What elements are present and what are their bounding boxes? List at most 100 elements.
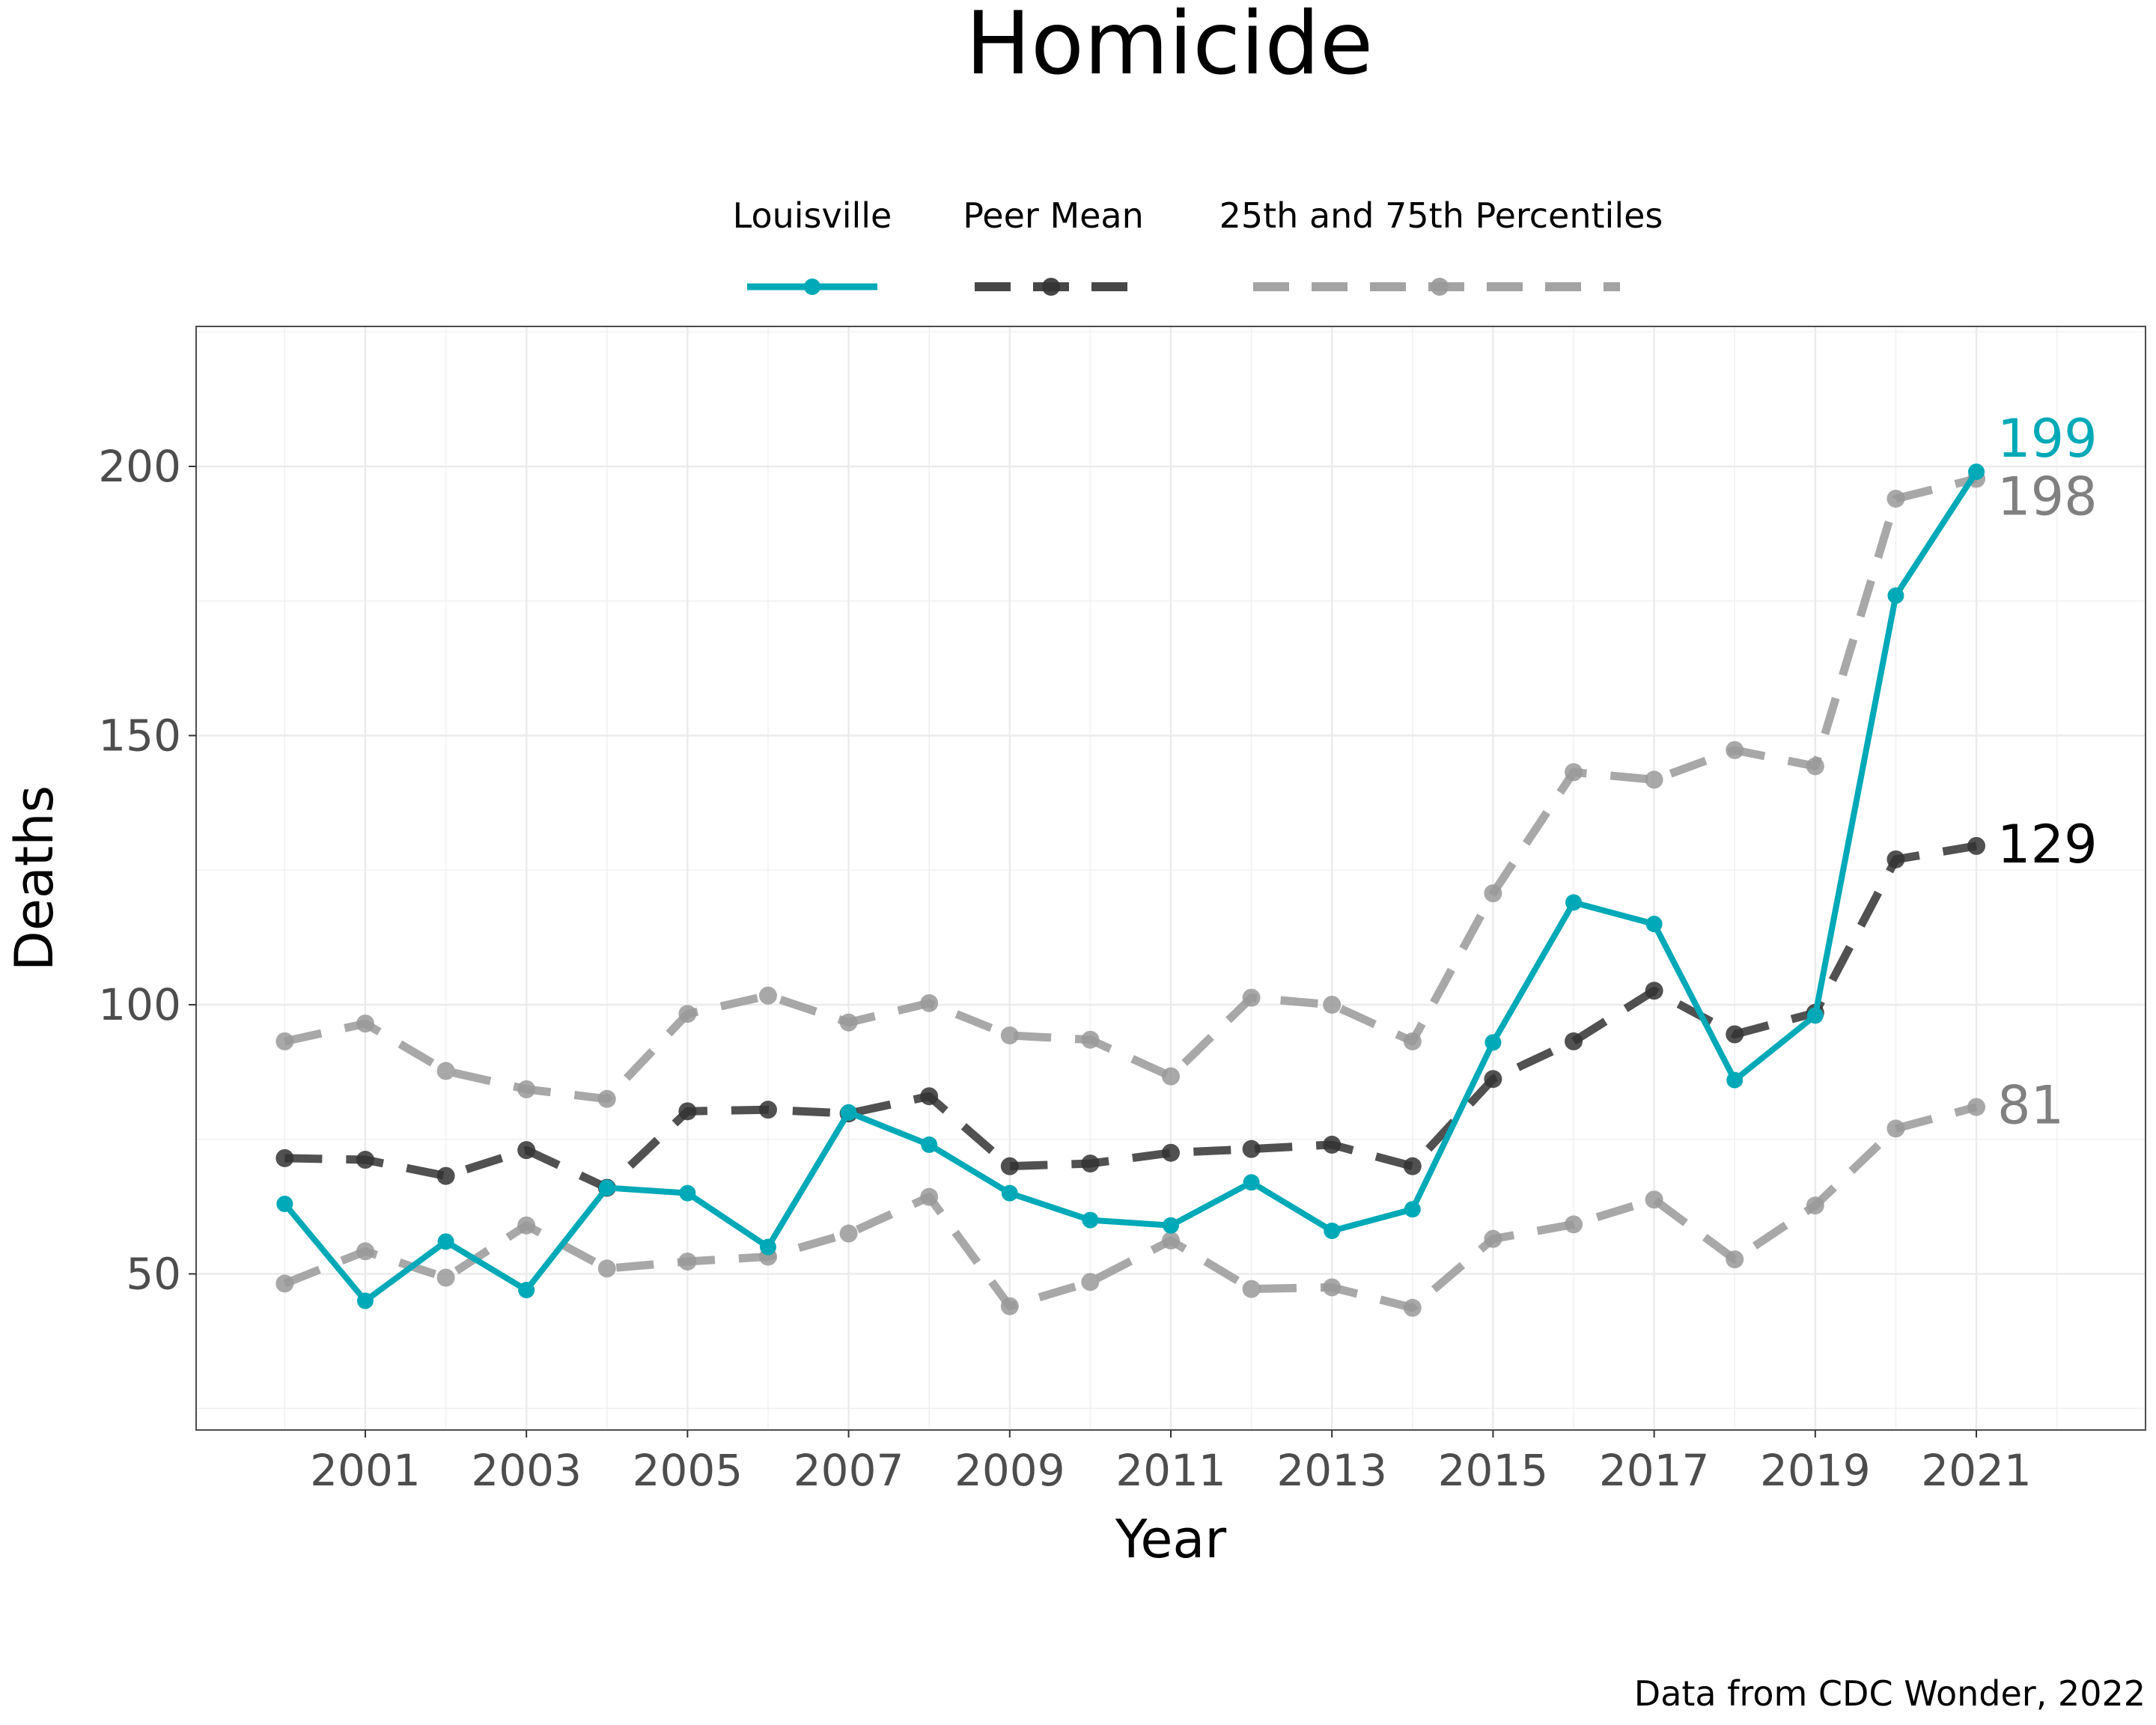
series-point-peer-mean bbox=[1242, 1140, 1261, 1158]
series-point-percentile-75 bbox=[597, 1089, 616, 1108]
series-point-peer-mean bbox=[758, 1101, 777, 1119]
series-point-percentile-75 bbox=[1162, 1067, 1180, 1086]
series-point-louisville bbox=[356, 1292, 374, 1309]
series-point-peer-mean bbox=[1726, 1025, 1744, 1044]
series-point-percentile-25 bbox=[275, 1274, 294, 1293]
legend-key-peer-mean-point bbox=[1042, 278, 1060, 296]
end-label-percentile-75: 198 bbox=[1997, 466, 2098, 527]
series-point-louisville bbox=[1001, 1184, 1018, 1202]
chart-caption: Data from CDC Wonder, 2022 bbox=[1634, 1673, 2146, 1714]
series-point-percentile-75 bbox=[1000, 1026, 1019, 1044]
series-point-percentile-75 bbox=[758, 986, 777, 1005]
series-point-peer-mean bbox=[1886, 850, 1905, 868]
series-point-percentile-25 bbox=[678, 1252, 697, 1271]
x-tick-label: 2011 bbox=[1115, 1445, 1226, 1496]
series-point-louisville bbox=[1243, 1174, 1260, 1191]
end-label-peer-mean: 129 bbox=[1997, 814, 2098, 875]
series-point-percentile-25 bbox=[1645, 1190, 1663, 1209]
series-point-percentile-75 bbox=[920, 994, 939, 1012]
x-tick-label: 2017 bbox=[1599, 1445, 1710, 1496]
series-point-peer-mean bbox=[1000, 1157, 1019, 1175]
series-point-percentile-25 bbox=[517, 1216, 536, 1235]
series-point-percentile-75 bbox=[1403, 1032, 1422, 1050]
series-point-percentile-25 bbox=[1323, 1278, 1342, 1297]
series-line-percentile-25 bbox=[283, 1103, 1978, 1312]
series-point-percentile-75 bbox=[1081, 1030, 1100, 1049]
legend-label-peer-mean: Peer Mean bbox=[963, 195, 1144, 236]
series-point-percentile-25 bbox=[1726, 1250, 1744, 1269]
axis-layer: 2001 2003 2005 2007 2009 2011 2013 2015 2017 2019… bbox=[98, 441, 2032, 1496]
series-point-percentile-75 bbox=[1484, 884, 1502, 903]
series-point-percentile-25 bbox=[356, 1242, 374, 1261]
series-line-louisville bbox=[282, 469, 1979, 1304]
series-point-peer-mean bbox=[1967, 836, 1986, 855]
end-label-layer: 81 198 129 199 bbox=[1997, 408, 2098, 1136]
legend-label-percentiles: 25th and 75th Percentiles bbox=[1219, 195, 1663, 236]
series-layer bbox=[275, 463, 1986, 1317]
series-point-peer-mean bbox=[436, 1166, 455, 1185]
series-point-louisville bbox=[679, 1184, 696, 1202]
legend-key-percentiles-point bbox=[1431, 278, 1449, 296]
series-point-peer-mean bbox=[1645, 982, 1663, 1000]
series-line-peer-mean bbox=[284, 842, 1977, 1192]
series-point-peer-mean bbox=[920, 1087, 939, 1106]
series-point-louisville bbox=[276, 1196, 293, 1213]
series-point-percentile-75 bbox=[1726, 740, 1744, 759]
series-point-louisville bbox=[1484, 1034, 1502, 1051]
series-line-percentile-75 bbox=[284, 475, 1978, 1104]
plot-panel bbox=[195, 326, 2146, 1431]
series-point-peer-mean bbox=[1162, 1143, 1180, 1162]
series-point-louisville bbox=[598, 1179, 615, 1196]
series-point-peer-mean bbox=[517, 1141, 536, 1160]
series-point-louisville bbox=[1887, 587, 1904, 604]
x-tick-label: 2007 bbox=[794, 1445, 904, 1496]
series-point-peer-mean bbox=[1403, 1157, 1422, 1175]
x-tick-label: 2009 bbox=[954, 1445, 1065, 1496]
series-point-percentile-75 bbox=[678, 1005, 697, 1023]
y-tick-label: 50 bbox=[126, 1248, 181, 1299]
series-point-peer-mean bbox=[1565, 1032, 1583, 1050]
x-axis-title: Year bbox=[1115, 1509, 1226, 1570]
series-point-percentile-75 bbox=[517, 1080, 536, 1098]
series-point-percentile-75 bbox=[436, 1062, 455, 1080]
x-tick-label: 2001 bbox=[310, 1445, 421, 1496]
series-point-percentile-25 bbox=[597, 1259, 616, 1278]
series-point-percentile-25 bbox=[1242, 1280, 1261, 1298]
series-point-louisville bbox=[1082, 1211, 1099, 1229]
y-axis-title: Deaths bbox=[4, 785, 65, 971]
series-point-peer-mean bbox=[275, 1149, 294, 1167]
legend-label-louisville: Louisville bbox=[733, 195, 892, 236]
series-point-percentile-75 bbox=[356, 1014, 374, 1033]
x-tick-label: 2019 bbox=[1760, 1445, 1871, 1496]
series-point-percentile-25 bbox=[1565, 1215, 1583, 1234]
y-tick-label: 150 bbox=[98, 710, 181, 761]
legend: Louisville Peer Mean 25th and 75th Perce… bbox=[733, 195, 1663, 296]
series-point-percentile-25 bbox=[839, 1224, 858, 1243]
series-point-louisville bbox=[759, 1238, 776, 1256]
series-point-percentile-25 bbox=[1886, 1119, 1905, 1138]
series-point-percentile-25 bbox=[436, 1268, 455, 1287]
series-point-percentile-75 bbox=[1242, 988, 1261, 1007]
chart-title: Homicide bbox=[966, 0, 1373, 94]
series-point-louisville bbox=[1645, 916, 1663, 933]
series-point-louisville bbox=[1806, 1007, 1824, 1024]
series-point-peer-mean bbox=[356, 1151, 374, 1169]
series-point-louisville bbox=[1324, 1222, 1341, 1239]
series-point-percentile-25 bbox=[1162, 1231, 1180, 1250]
x-tick-label: 2003 bbox=[471, 1445, 582, 1496]
legend-key-louisville-point bbox=[804, 279, 820, 295]
series-point-peer-mean bbox=[678, 1102, 697, 1121]
series-point-peer-mean bbox=[1484, 1070, 1502, 1089]
series-point-percentile-75 bbox=[839, 1013, 858, 1032]
series-point-percentile-25 bbox=[1806, 1196, 1824, 1215]
series-point-peer-mean bbox=[1323, 1135, 1342, 1154]
series-point-percentile-25 bbox=[920, 1187, 939, 1206]
series-point-louisville bbox=[1968, 463, 1985, 481]
series-point-percentile-75 bbox=[1806, 757, 1824, 776]
x-tick-label: 2021 bbox=[1921, 1445, 2032, 1496]
y-tick-label: 200 bbox=[98, 441, 181, 492]
x-tick-label: 2013 bbox=[1276, 1445, 1387, 1496]
series-point-percentile-75 bbox=[1886, 490, 1905, 508]
y-tick-label: 100 bbox=[98, 979, 181, 1030]
